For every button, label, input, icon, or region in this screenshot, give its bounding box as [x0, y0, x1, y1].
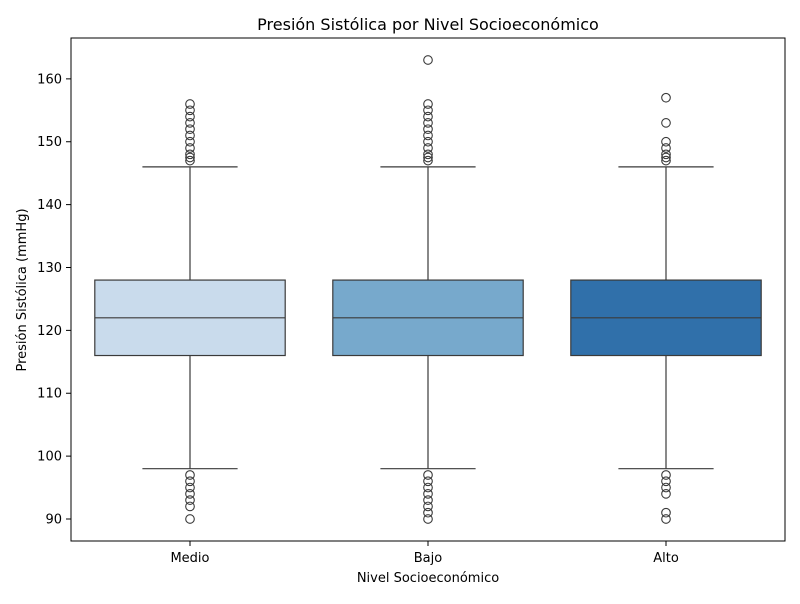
- outlier-point: [185, 105, 195, 116]
- outlier-point: [423, 495, 433, 505]
- outlier-point: [661, 514, 671, 524]
- outlier-point: [661, 476, 671, 487]
- outlier-point: [423, 482, 433, 493]
- x-axis: Medio Bajo Alto: [170, 541, 679, 566]
- y-tick-label: 100: [37, 450, 62, 465]
- outlier-point: [423, 152, 433, 163]
- outlier-point: [661, 118, 671, 128]
- y-axis: 90 100 110 120 130 140 150 160: [37, 72, 71, 527]
- outlier-point: [423, 470, 433, 480]
- outlier-point: [423, 118, 433, 128]
- x-axis-label: Nivel Socioeconómico: [357, 571, 499, 586]
- outlier-point: [423, 155, 433, 166]
- outlier-point: [185, 501, 195, 512]
- outlier-point: [661, 488, 671, 499]
- outlier-point: [185, 514, 195, 524]
- y-axis-label: Presión Sistólica (mmHg): [15, 208, 30, 371]
- y-tick-label: 150: [37, 135, 62, 150]
- chart-title: Presión Sistólica por Nivel Socioeconómi…: [257, 15, 599, 34]
- outlier-point: [185, 99, 195, 109]
- outlier-point: [185, 136, 195, 147]
- x-tick-label: Medio: [170, 551, 209, 566]
- outlier-point: [185, 155, 195, 166]
- outlier-point: [423, 105, 433, 116]
- y-tick-label: 140: [37, 198, 62, 213]
- outlier-point: [423, 124, 433, 135]
- y-tick-label: 160: [37, 72, 62, 87]
- outlier-point: [423, 143, 433, 153]
- outlier-point: [423, 514, 433, 524]
- outlier-point: [423, 488, 433, 499]
- outlier-point: [185, 495, 195, 505]
- outlier-point: [185, 143, 195, 153]
- y-tick-label: 90: [45, 512, 62, 527]
- outlier-point: [423, 55, 433, 65]
- outlier-point: [185, 476, 195, 487]
- outlier-point: [423, 507, 433, 518]
- outlier-point: [185, 470, 195, 480]
- outlier-point: [661, 92, 671, 103]
- outlier-point: [185, 130, 195, 141]
- outlier-point: [185, 111, 195, 122]
- y-tick-label: 120: [37, 324, 62, 339]
- outlier-point: [185, 149, 195, 160]
- outlier-point: [661, 507, 671, 518]
- outlier-point: [423, 149, 433, 160]
- outlier-point: [423, 136, 433, 147]
- outlier-point: [185, 124, 195, 135]
- outlier-point: [423, 476, 433, 487]
- y-tick-label: 130: [37, 261, 62, 276]
- x-tick-label: Bajo: [414, 551, 442, 566]
- outlier-point: [423, 111, 433, 122]
- outlier-point: [423, 99, 433, 109]
- outlier-point: [423, 501, 433, 512]
- outlier-point: [661, 152, 671, 163]
- box-group-medio: [94, 99, 286, 524]
- x-tick-label: Alto: [653, 551, 679, 566]
- outlier-point: [661, 143, 671, 153]
- box-group-bajo: [332, 55, 524, 524]
- outlier-point: [423, 130, 433, 141]
- outlier-point: [661, 470, 671, 480]
- outlier-point: [661, 482, 671, 493]
- y-tick-label: 110: [37, 387, 62, 402]
- outlier-point: [185, 118, 195, 128]
- outlier-point: [185, 488, 195, 499]
- outlier-point: [185, 152, 195, 163]
- box-group-alto: [570, 92, 762, 524]
- outlier-point: [661, 136, 671, 147]
- outlier-point: [185, 482, 195, 493]
- outlier-point: [661, 149, 671, 160]
- plot-area: [94, 55, 762, 524]
- outlier-point: [661, 155, 671, 166]
